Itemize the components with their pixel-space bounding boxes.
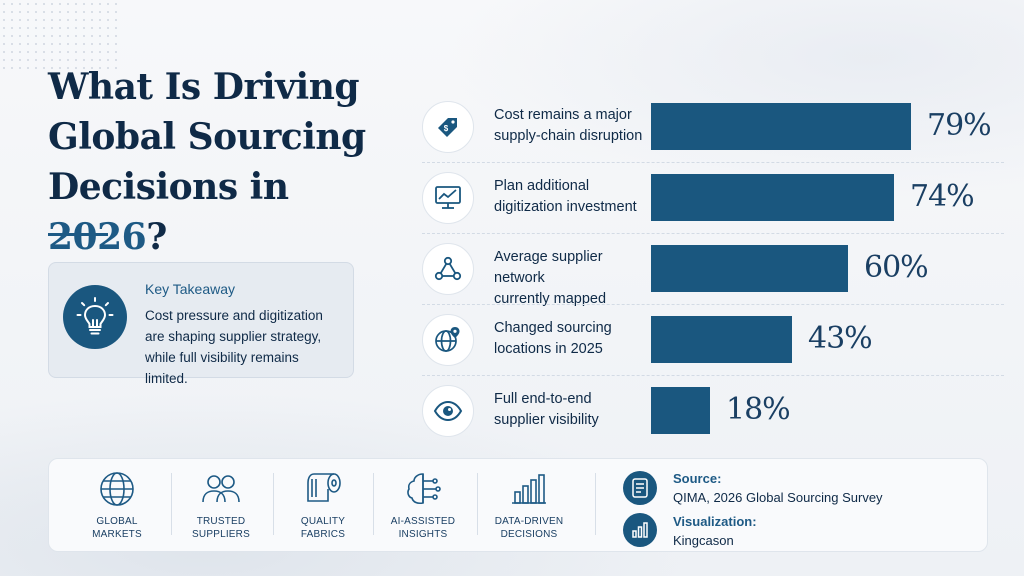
monitor-chart-icon xyxy=(422,172,474,224)
category-label-line: supplier visibility xyxy=(494,412,599,428)
dot-pattern xyxy=(0,0,120,70)
category-label-line: currently mapped xyxy=(494,291,607,307)
category-label-line: locations in 2025 xyxy=(494,341,603,357)
chart-icon xyxy=(623,513,657,547)
document-icon xyxy=(623,471,657,505)
feature-ai-insights: AI-ASSISTED INSIGHTS xyxy=(375,469,471,541)
category-label-line: Average supplier network xyxy=(494,249,603,286)
row-divider xyxy=(422,304,1004,305)
value-label: 60% xyxy=(864,250,929,285)
row-divider xyxy=(422,233,1004,234)
key-takeaway-card: Key Takeaway Cost pressure and digitizat… xyxy=(48,262,354,386)
eye-icon xyxy=(422,385,474,437)
people-icon xyxy=(173,469,269,509)
takeaway-line-2: are shaping supplier strategy, xyxy=(145,329,322,344)
row-divider xyxy=(422,162,1004,163)
divider xyxy=(171,473,172,535)
divider xyxy=(273,473,274,535)
title-year: 2026 xyxy=(48,216,147,258)
category-label: Average supplier network currently mapped xyxy=(494,247,654,310)
bar xyxy=(651,316,792,363)
feature-data-driven: DATA-DRIVEN DECISIONS xyxy=(481,469,577,541)
feature-label-2: SUPPLIERS xyxy=(192,529,250,540)
network-icon xyxy=(422,243,474,295)
title-line-3: Decisions in 2026? xyxy=(48,162,408,262)
category-label-line: Full end-to-end xyxy=(494,391,592,407)
bar xyxy=(651,387,710,434)
fabric-roll-icon xyxy=(275,469,371,509)
feature-label-2: INSIGHTS xyxy=(398,529,448,540)
feature-label-1: QUALITY xyxy=(300,516,346,527)
category-label-line: Changed sourcing xyxy=(494,320,612,336)
value-label: 43% xyxy=(808,321,873,356)
visualization-text: Kingcason xyxy=(673,533,734,548)
lightbulb-icon xyxy=(63,285,127,349)
footer-panel: GLOBAL MARKETS TRUSTED SUPPLIERS QUALITY FA… xyxy=(48,458,988,552)
category-label: Cost remains a major supply-chain disrupt… xyxy=(494,105,654,147)
title-line-1: What Is Driving xyxy=(48,66,360,108)
svg-text:$: $ xyxy=(444,124,449,133)
feature-label-2: MARKETS xyxy=(92,529,142,540)
divider xyxy=(477,473,478,535)
feature-trusted-suppliers: TRUSTED SUPPLIERS xyxy=(173,469,269,541)
feature-label-1: GLOBAL xyxy=(96,516,138,527)
feature-label-1: TRUSTED xyxy=(196,516,246,527)
brain-circuit-icon xyxy=(375,469,471,509)
title-line-3-suffix: ? xyxy=(146,216,167,258)
feature-label-1: AI-ASSISTED xyxy=(390,516,456,527)
feature-label-1: DATA-DRIVEN xyxy=(494,516,564,527)
page-title: What Is Driving Global Sourcing Decision… xyxy=(48,62,408,262)
takeaway-line-3: while full visibility remains limited. xyxy=(145,350,299,386)
bar xyxy=(651,103,911,150)
takeaway-line-1: Cost pressure and digitization xyxy=(145,308,323,323)
value-label: 18% xyxy=(726,392,791,427)
title-line-3-prefix: Decisions in xyxy=(48,166,289,208)
source-text: QIMA, 2026 Global Sourcing Survey xyxy=(673,490,883,505)
feature-global-markets: GLOBAL MARKETS xyxy=(69,469,165,541)
feature-quality-fabrics: QUALITY FABRICS xyxy=(275,469,371,541)
category-label-line: Plan additional xyxy=(494,178,590,194)
divider xyxy=(373,473,374,535)
category-label-line: digitization investment xyxy=(494,199,637,215)
title-underline xyxy=(48,233,108,236)
bar xyxy=(651,174,894,221)
takeaway-text: Cost pressure and digitization are shapi… xyxy=(145,305,345,389)
category-label: Changed sourcing locations in 2025 xyxy=(494,318,654,360)
visualization-heading: Visualization: xyxy=(673,514,757,529)
bar xyxy=(651,245,848,292)
globe-pin-icon xyxy=(422,314,474,366)
takeaway-heading: Key Takeaway xyxy=(145,281,236,297)
globe-icon xyxy=(69,469,165,509)
price-tag-icon: $ xyxy=(422,101,474,153)
source-heading: Source: xyxy=(673,471,722,486)
value-label: 79% xyxy=(927,108,992,143)
category-label-line: Cost remains a major xyxy=(494,107,632,123)
feature-label-2: DECISIONS xyxy=(500,529,558,540)
category-label: Plan additional digitization investment xyxy=(494,176,654,218)
feature-label-2: FABRICS xyxy=(300,529,346,540)
bar-chart-icon xyxy=(481,469,577,509)
divider xyxy=(595,473,596,535)
bar-chart: $ Cost remains a major supply-chain disrup… xyxy=(422,101,1004,437)
row-divider xyxy=(422,375,1004,376)
category-label: Full end-to-end supplier visibility xyxy=(494,389,654,431)
title-line-2: Global Sourcing xyxy=(48,116,366,158)
value-label: 74% xyxy=(910,179,975,214)
category-label-line: supply-chain disruption xyxy=(494,128,643,144)
